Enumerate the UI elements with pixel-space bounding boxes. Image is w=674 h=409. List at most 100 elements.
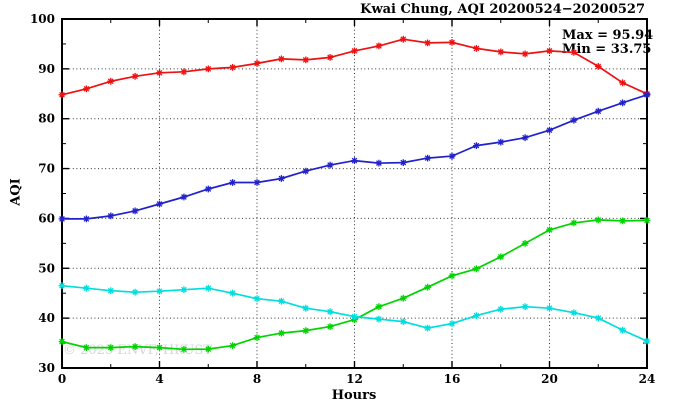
marker-blue [546, 126, 553, 134]
y-tick-label: 50 [38, 261, 55, 275]
marker-cyan [204, 284, 212, 292]
marker-green [326, 323, 334, 330]
marker-cyan [278, 297, 285, 305]
marker-blue [497, 138, 505, 146]
marker-red [180, 68, 188, 76]
marker-green [594, 216, 602, 224]
y-tick-label: 60 [38, 211, 55, 225]
marker-green [156, 344, 163, 351]
marker-red [424, 39, 431, 47]
marker-red [619, 79, 626, 87]
x-axis-label: Hours [331, 388, 377, 403]
y-tick-label: 90 [38, 62, 55, 76]
marker-green [448, 272, 456, 280]
marker-red [229, 64, 236, 71]
x-tick-label: 0 [58, 372, 66, 386]
marker-cyan [156, 287, 163, 295]
marker-blue [375, 159, 383, 167]
marker-green [570, 219, 578, 227]
marker-green [131, 343, 139, 350]
marker-red [473, 45, 480, 52]
marker-red [253, 60, 261, 67]
marker-cyan [229, 289, 236, 297]
marker-cyan [473, 312, 480, 319]
y-tick-label: 100 [30, 12, 55, 26]
marker-red [521, 50, 529, 58]
marker-cyan [521, 303, 529, 311]
marker-red [399, 35, 407, 43]
y-tick-label: 30 [38, 361, 55, 375]
marker-green [204, 345, 212, 353]
marker-blue [326, 161, 334, 169]
marker-blue [351, 157, 358, 164]
marker-blue [594, 107, 602, 115]
marker-cyan [107, 287, 115, 295]
marker-cyan [302, 304, 310, 312]
marker-red [375, 42, 383, 50]
marker-red [58, 91, 66, 99]
x-tick-label: 8 [253, 372, 261, 386]
marker-blue [473, 142, 480, 149]
marker-green [546, 226, 553, 234]
marker-cyan [570, 309, 578, 317]
marker-blue [399, 159, 407, 166]
marker-green [521, 240, 529, 247]
marker-blue [229, 179, 236, 186]
marker-cyan [448, 320, 456, 327]
marker-cyan [58, 282, 66, 290]
marker-cyan [643, 337, 651, 345]
marker-green [619, 217, 626, 225]
x-tick-label: 20 [541, 372, 558, 386]
marker-cyan [351, 313, 358, 320]
marker-blue [448, 152, 456, 160]
marker-green [180, 345, 188, 353]
marker-green [497, 253, 505, 261]
x-tick-label: 12 [346, 372, 363, 386]
series-cyan [58, 282, 651, 345]
marker-blue [253, 179, 261, 186]
marker-red [448, 39, 456, 46]
marker-red [570, 49, 578, 56]
marker-blue [131, 207, 139, 215]
marker-green [375, 303, 383, 311]
marker-blue [83, 215, 90, 223]
series-red [58, 35, 651, 99]
marker-green [58, 338, 66, 345]
marker-red [278, 55, 285, 63]
marker-cyan [594, 314, 602, 322]
marker-cyan [497, 305, 505, 313]
marker-cyan [253, 295, 261, 303]
marker-blue [278, 175, 285, 182]
marker-blue [156, 200, 163, 208]
max-annotation: Max = 95.94 [562, 28, 654, 43]
marker-blue [643, 91, 651, 99]
marker-blue [424, 154, 431, 162]
marker-red [83, 85, 90, 93]
marker-red [302, 56, 310, 64]
y-tick-label: 70 [38, 162, 55, 176]
x-tick-label: 16 [444, 372, 461, 386]
marker-cyan [375, 315, 383, 323]
marker-blue [619, 99, 626, 107]
marker-red [497, 48, 505, 56]
chart-title: Kwai Chung, AQI 20200524−20200527 [360, 2, 645, 17]
marker-green [253, 334, 261, 341]
marker-green [229, 342, 236, 349]
series-blue [58, 91, 651, 223]
marker-cyan [131, 288, 139, 296]
marker-blue [180, 193, 188, 201]
marker-red [351, 47, 358, 55]
marker-green [278, 329, 285, 337]
marker-green [643, 217, 651, 224]
marker-green [424, 283, 431, 291]
marker-red [107, 77, 115, 85]
marker-cyan [546, 304, 553, 312]
marker-blue [204, 185, 212, 193]
marker-blue [302, 167, 310, 175]
marker-green [83, 344, 90, 351]
marker-red [594, 63, 602, 70]
marker-red [204, 65, 212, 73]
y-tick-label: 40 [38, 311, 55, 325]
marker-cyan [180, 286, 188, 294]
